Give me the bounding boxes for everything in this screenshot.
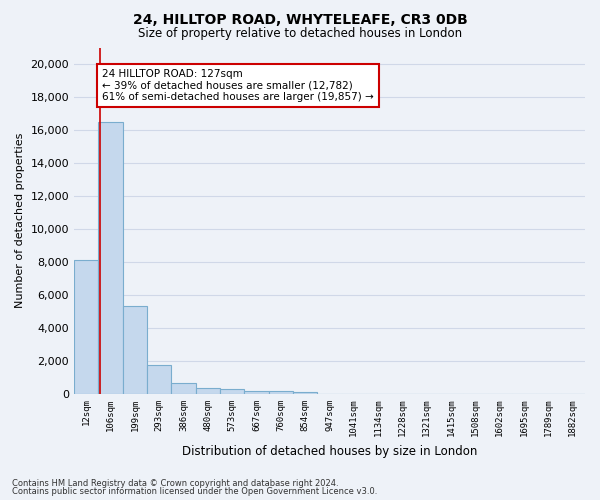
Bar <box>172 383 196 394</box>
Text: Size of property relative to detached houses in London: Size of property relative to detached ho… <box>138 28 462 40</box>
Bar <box>293 392 317 394</box>
Bar <box>196 388 220 394</box>
Text: 24, HILLTOP ROAD, WHYTELEAFE, CR3 0DB: 24, HILLTOP ROAD, WHYTELEAFE, CR3 0DB <box>133 12 467 26</box>
Text: Contains public sector information licensed under the Open Government Licence v3: Contains public sector information licen… <box>12 488 377 496</box>
Bar <box>123 306 147 394</box>
Bar <box>74 260 98 394</box>
X-axis label: Distribution of detached houses by size in London: Distribution of detached houses by size … <box>182 444 477 458</box>
Text: Contains HM Land Registry data © Crown copyright and database right 2024.: Contains HM Land Registry data © Crown c… <box>12 478 338 488</box>
Y-axis label: Number of detached properties: Number of detached properties <box>15 133 25 308</box>
Bar <box>220 389 244 394</box>
Bar <box>147 365 172 394</box>
Bar <box>98 122 123 394</box>
Bar <box>269 392 293 394</box>
Text: 24 HILLTOP ROAD: 127sqm
← 39% of detached houses are smaller (12,782)
61% of sem: 24 HILLTOP ROAD: 127sqm ← 39% of detache… <box>102 69 374 102</box>
Bar <box>244 390 269 394</box>
